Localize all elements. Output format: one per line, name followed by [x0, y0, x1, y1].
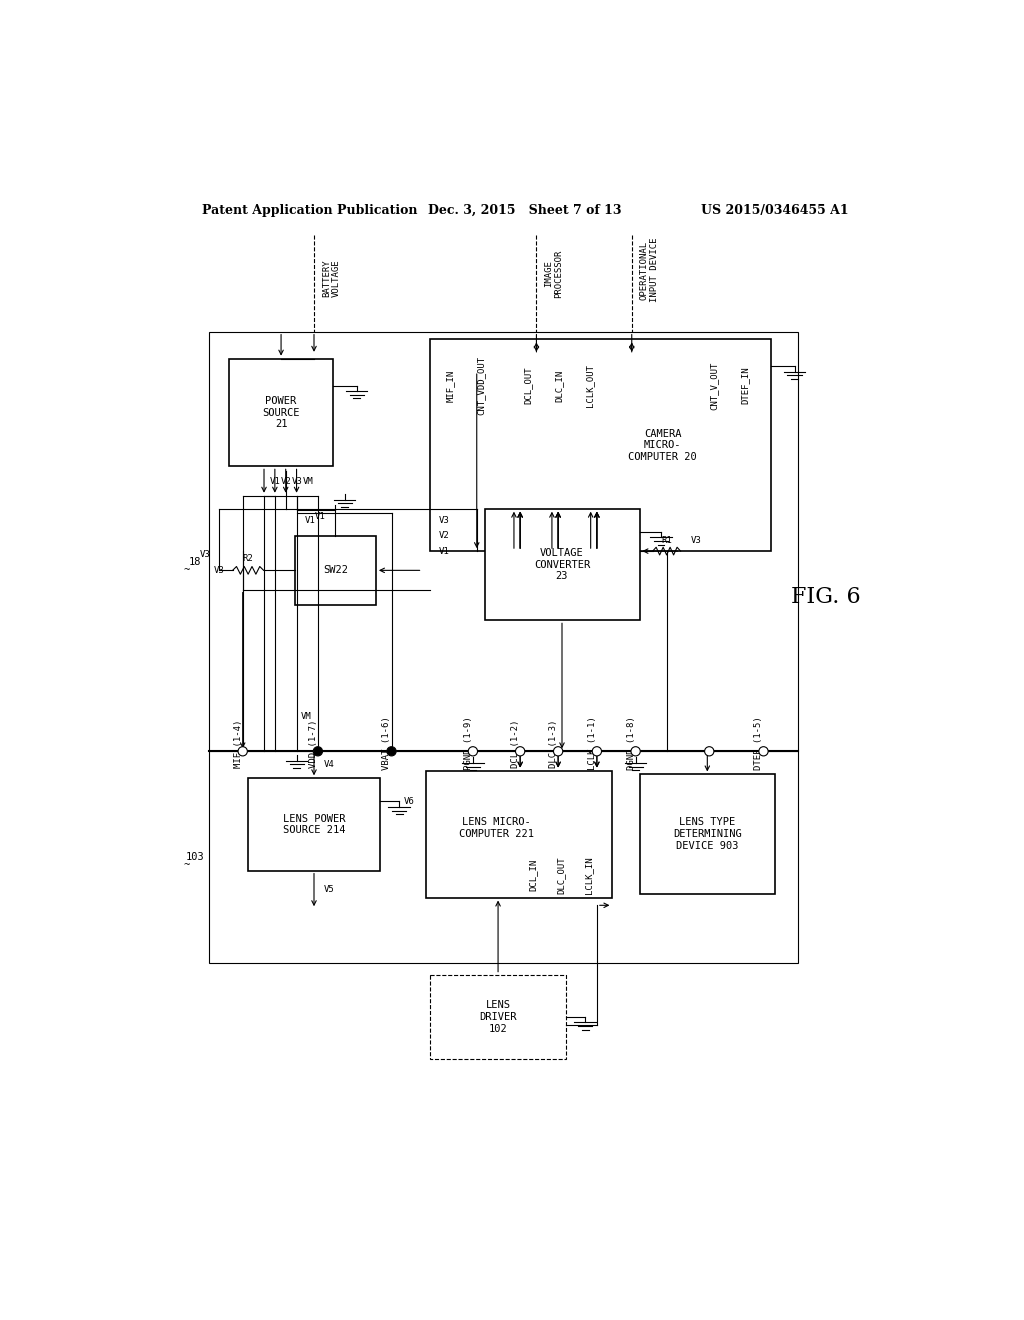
Text: ~: ~: [183, 859, 189, 870]
Circle shape: [314, 747, 322, 755]
Text: V1: V1: [305, 516, 316, 525]
Text: R2: R2: [243, 554, 254, 564]
Bar: [430, 974, 566, 1059]
Text: BATTERY
VOLTAGE: BATTERY VOLTAGE: [322, 259, 341, 297]
Bar: [295, 536, 376, 605]
Bar: [484, 508, 640, 620]
Text: SW22: SW22: [323, 565, 348, 576]
Text: V2: V2: [281, 478, 292, 486]
Text: V3: V3: [200, 550, 211, 560]
Text: 18: 18: [189, 557, 202, 568]
Text: FIG. 6: FIG. 6: [791, 586, 860, 609]
Circle shape: [515, 747, 525, 756]
Text: V3: V3: [213, 566, 224, 574]
Text: V2: V2: [439, 531, 450, 540]
Text: DTEF (1-5): DTEF (1-5): [755, 717, 764, 771]
Text: LENS MICRO-
COMPUTER 221: LENS MICRO- COMPUTER 221: [459, 817, 534, 838]
Text: LCLK (1-1): LCLK (1-1): [588, 717, 597, 771]
Text: OPERATIONAL
INPUT DEVICE: OPERATIONAL INPUT DEVICE: [640, 238, 658, 302]
Text: CNT_V_OUT: CNT_V_OUT: [710, 362, 718, 409]
Text: R1: R1: [662, 536, 672, 545]
Circle shape: [759, 747, 768, 756]
Text: LENS POWER
SOURCE 214: LENS POWER SOURCE 214: [283, 813, 345, 836]
Text: DCL_OUT: DCL_OUT: [523, 367, 532, 404]
Text: DGND (1-8): DGND (1-8): [627, 717, 636, 771]
Bar: [248, 779, 380, 871]
Circle shape: [468, 747, 477, 756]
Text: MIF (1-4): MIF (1-4): [233, 719, 243, 768]
Text: DLC (1-3): DLC (1-3): [549, 719, 558, 768]
Bar: [209, 331, 799, 751]
Circle shape: [387, 747, 396, 756]
Text: DCL_IN: DCL_IN: [528, 858, 538, 891]
Text: V1: V1: [314, 512, 326, 521]
Circle shape: [238, 747, 248, 756]
Text: IMAGE
PROCESSOR: IMAGE PROCESSOR: [544, 249, 563, 298]
Circle shape: [705, 747, 714, 756]
Text: Dec. 3, 2015   Sheet 7 of 13: Dec. 3, 2015 Sheet 7 of 13: [428, 205, 622, 218]
Text: V3: V3: [439, 516, 450, 525]
Text: V1: V1: [439, 546, 450, 556]
Text: VDD (1-7): VDD (1-7): [309, 719, 317, 768]
Text: CAMERA
MICRO-
COMPUTER 20: CAMERA MICRO- COMPUTER 20: [629, 429, 697, 462]
Text: V6: V6: [404, 797, 415, 805]
Bar: [426, 771, 612, 898]
Text: 103: 103: [186, 853, 205, 862]
Text: Patent Application Publication: Patent Application Publication: [202, 205, 417, 218]
Text: POWER
SOURCE
21: POWER SOURCE 21: [262, 396, 300, 429]
Circle shape: [313, 747, 323, 756]
Text: DTEF_IN: DTEF_IN: [740, 367, 750, 404]
Text: VM: VM: [301, 713, 312, 721]
Text: V5: V5: [324, 886, 334, 895]
Text: VOLTAGE
CONVERTER
23: VOLTAGE CONVERTER 23: [534, 548, 590, 581]
Text: VBAT (1-6): VBAT (1-6): [383, 717, 391, 771]
Text: DLC_IN: DLC_IN: [554, 370, 563, 401]
Text: DLC_OUT: DLC_OUT: [557, 855, 565, 894]
Text: LCLK_OUT: LCLK_OUT: [586, 364, 594, 407]
Text: V3: V3: [292, 478, 303, 486]
Text: LENS
DRIVER
102: LENS DRIVER 102: [479, 1001, 517, 1034]
Bar: [430, 339, 771, 552]
Circle shape: [554, 747, 563, 756]
Bar: [640, 775, 775, 894]
Text: V1: V1: [270, 478, 281, 486]
Text: DCL (1-2): DCL (1-2): [511, 719, 520, 768]
Bar: [228, 359, 334, 466]
Text: V3: V3: [691, 536, 701, 545]
Bar: [209, 751, 799, 964]
Text: LCLK_IN: LCLK_IN: [585, 855, 594, 894]
Text: ~: ~: [183, 565, 189, 576]
Text: V4: V4: [324, 760, 334, 770]
Circle shape: [631, 747, 640, 756]
Circle shape: [592, 747, 601, 756]
Text: PGND (1-9): PGND (1-9): [464, 717, 473, 771]
Text: VM: VM: [303, 478, 313, 486]
Circle shape: [388, 747, 395, 755]
Text: CNT_VDD_OUT: CNT_VDD_OUT: [477, 356, 485, 414]
Text: LENS TYPE
DETERMINING
DEVICE 903: LENS TYPE DETERMINING DEVICE 903: [673, 817, 741, 850]
Text: MIF_IN: MIF_IN: [445, 370, 455, 401]
Text: US 2015/0346455 A1: US 2015/0346455 A1: [701, 205, 849, 218]
